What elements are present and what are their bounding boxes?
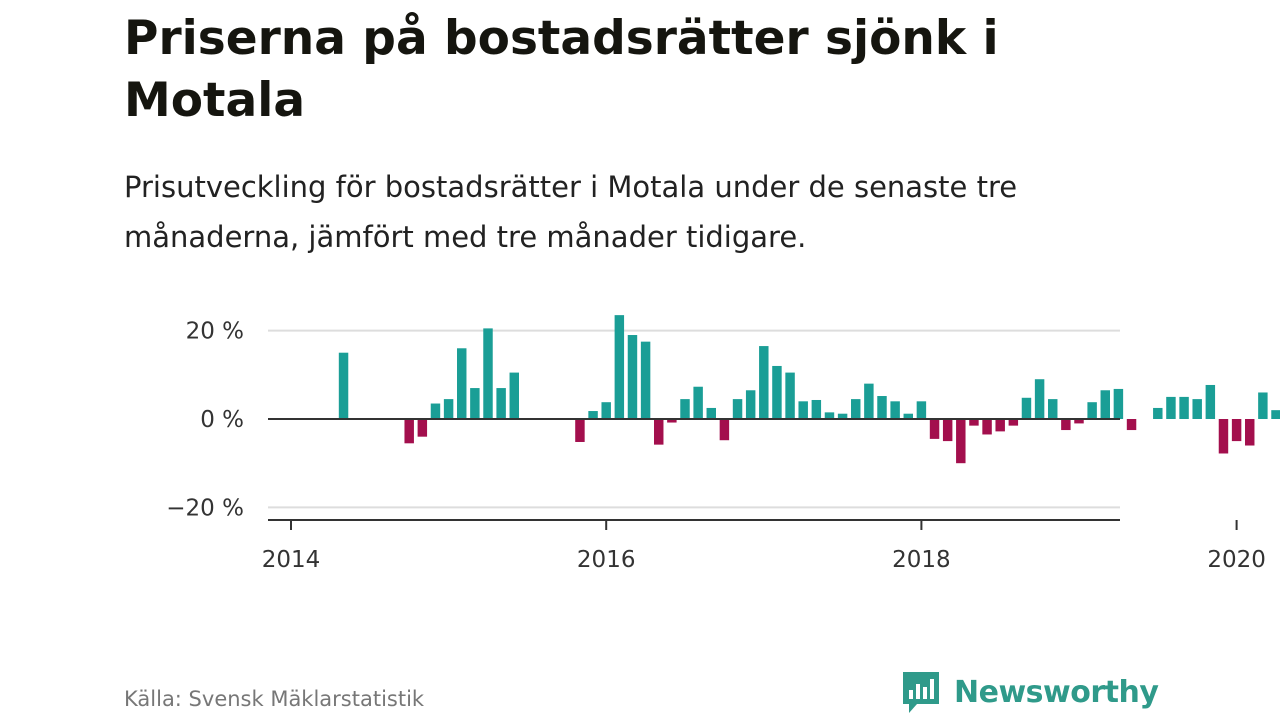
- bar: [824, 412, 835, 419]
- bar: [667, 419, 677, 423]
- bar: [680, 399, 690, 419]
- bar: [443, 399, 454, 419]
- bar: [1231, 419, 1242, 442]
- bar: [1087, 402, 1097, 419]
- axis-layer: 20 %0 %−20 %201420162018202020222024−5 %: [166, 319, 1266, 573]
- bar: [483, 328, 493, 419]
- brand-name: Newsworthy: [954, 674, 1159, 710]
- chart-subtitle: Prisutveckling för bostadsrätter i Motal…: [124, 170, 1018, 254]
- bar: [942, 419, 953, 442]
- chart-title: Priserna på bostadsrätter sjönk i Motala: [124, 11, 999, 128]
- bar: [1048, 399, 1058, 419]
- y-tick-label: −20 %: [166, 495, 244, 521]
- bar: [575, 419, 585, 442]
- bar: [1179, 396, 1189, 419]
- y-tick-label: 0 %: [200, 407, 244, 433]
- bar: [1218, 419, 1229, 454]
- x-tick-label: 2020: [1207, 547, 1266, 573]
- bar: [745, 390, 756, 419]
- bar: [417, 419, 428, 437]
- bar: [929, 419, 940, 439]
- bar: [864, 383, 874, 419]
- bar: [995, 419, 1005, 432]
- bar: [627, 335, 638, 419]
- grid-layer: [268, 329, 1120, 509]
- x-tick-label: 2016: [577, 547, 636, 573]
- bar: [1061, 419, 1071, 431]
- bar: [916, 401, 927, 419]
- bar: [654, 419, 664, 445]
- x-tick-label: 2014: [262, 547, 321, 573]
- bar: [877, 396, 887, 419]
- brand-logo: Newsworthy: [900, 668, 1159, 716]
- bar: [785, 372, 795, 419]
- bar: [969, 419, 979, 426]
- source-note: Källa: Svensk Mäklarstatistik: [124, 687, 425, 711]
- bar: [614, 315, 625, 419]
- bar: [1258, 392, 1268, 419]
- bar: [890, 401, 900, 419]
- bar: [1245, 419, 1255, 446]
- bar: [837, 413, 848, 419]
- bar: [798, 401, 808, 419]
- bar: [1074, 419, 1084, 424]
- bar: [1153, 407, 1163, 419]
- bar: [811, 399, 822, 419]
- bar-layer: [338, 315, 1280, 464]
- bar: [1126, 419, 1137, 431]
- bar: [1008, 419, 1019, 426]
- bar: [640, 341, 651, 419]
- bar: [693, 386, 703, 419]
- bar: [457, 348, 467, 419]
- bar: [601, 402, 611, 419]
- bar: [588, 411, 598, 419]
- bar: [1100, 390, 1110, 419]
- bar: [1166, 396, 1176, 419]
- bar: [1192, 399, 1202, 419]
- bar: [706, 407, 716, 419]
- bar: [759, 346, 769, 419]
- bar: [903, 413, 913, 419]
- bar: [719, 419, 730, 441]
- newsworthy-chart-icon: [903, 672, 939, 713]
- y-tick-label: 20 %: [186, 319, 244, 345]
- bar: [338, 352, 349, 419]
- bar: [404, 419, 414, 444]
- bar: [982, 419, 992, 435]
- bar: [1205, 384, 1216, 419]
- bar: [1034, 379, 1045, 419]
- bar: [1021, 397, 1032, 419]
- bar: [509, 372, 519, 419]
- bar: [851, 399, 861, 419]
- bar: [732, 399, 743, 419]
- bar: [956, 419, 966, 464]
- bar: [430, 403, 441, 419]
- bar: [470, 388, 480, 419]
- bar: [772, 365, 782, 419]
- x-tick-label: 2018: [892, 547, 951, 573]
- bar: [496, 388, 506, 419]
- bar: [1271, 410, 1280, 419]
- bar: [1113, 388, 1124, 419]
